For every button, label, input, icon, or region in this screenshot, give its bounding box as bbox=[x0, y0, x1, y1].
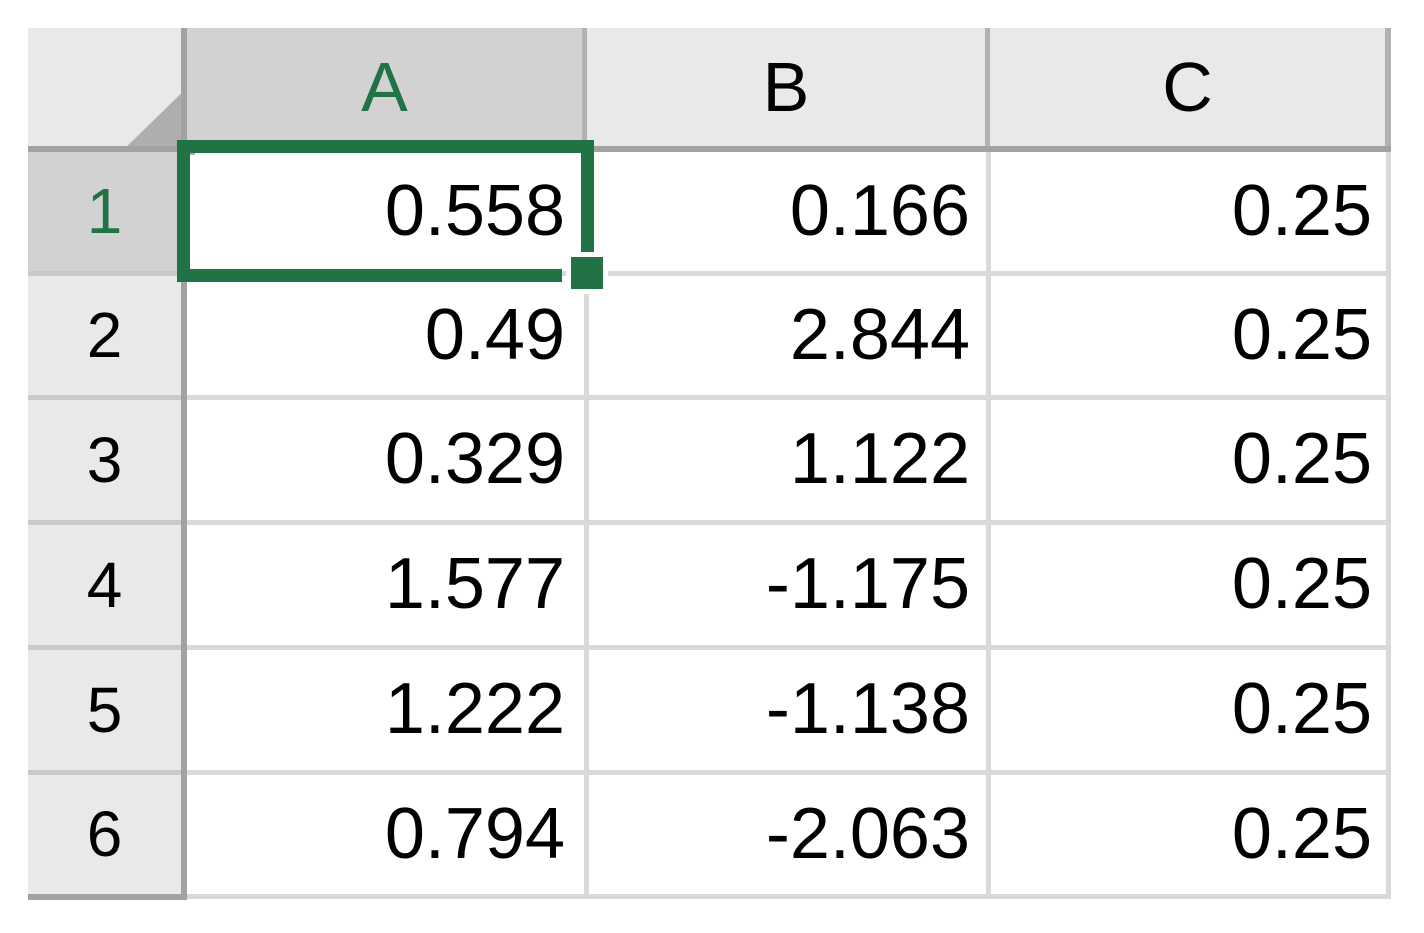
cell-A5[interactable]: 1.222 bbox=[384, 669, 565, 749]
row-header-5[interactable]: 5 bbox=[28, 650, 181, 770]
row-header-bottom-border bbox=[28, 894, 187, 900]
row-header-separator bbox=[28, 395, 181, 400]
row-header-6[interactable]: 6 bbox=[28, 775, 181, 894]
cell-A2[interactable]: 0.49 bbox=[424, 295, 565, 375]
row-header-2[interactable]: 2 bbox=[28, 276, 181, 395]
cell-B2[interactable]: 2.844 bbox=[789, 295, 970, 375]
selection-border-right bbox=[581, 140, 594, 252]
cell-C6[interactable]: 0.25 bbox=[1231, 794, 1372, 874]
selection-border-top bbox=[177, 140, 594, 153]
selection-border-bottom bbox=[177, 269, 562, 282]
gridline bbox=[986, 150, 991, 899]
gridline bbox=[584, 150, 589, 899]
row-header-separator bbox=[28, 520, 181, 525]
cell-A4[interactable]: 1.577 bbox=[384, 544, 565, 624]
gridline bbox=[186, 520, 1390, 525]
cell-B4[interactable]: -1.175 bbox=[765, 544, 970, 624]
row-header-separator bbox=[28, 271, 181, 276]
cell-A1[interactable]: 0.558 bbox=[384, 171, 565, 251]
row-header-4[interactable]: 4 bbox=[28, 525, 181, 645]
gridline bbox=[186, 770, 1390, 775]
row-header-3[interactable]: 3 bbox=[28, 400, 181, 520]
row-header-1[interactable]: 1 bbox=[28, 151, 181, 271]
column-header-separator bbox=[1385, 28, 1391, 146]
column-header-c[interactable]: C bbox=[990, 28, 1385, 146]
cell-C1[interactable]: 0.25 bbox=[1231, 171, 1372, 251]
column-header-separator bbox=[985, 28, 990, 146]
gridline bbox=[186, 894, 1390, 899]
cell-B3[interactable]: 1.122 bbox=[789, 419, 970, 499]
column-header-separator bbox=[582, 28, 587, 146]
selection-border-left bbox=[177, 140, 190, 282]
select-all-button[interactable] bbox=[28, 28, 195, 155]
column-header-b[interactable]: B bbox=[587, 28, 985, 146]
fill-handle[interactable] bbox=[566, 252, 608, 294]
column-header-a[interactable]: A bbox=[187, 28, 582, 146]
gridline bbox=[186, 395, 1390, 400]
cell-B5[interactable]: -1.138 bbox=[765, 669, 970, 749]
cell-B6[interactable]: -2.063 bbox=[765, 794, 970, 874]
cell-C2[interactable]: 0.25 bbox=[1231, 295, 1372, 375]
row-header-separator bbox=[28, 645, 181, 650]
cell-C4[interactable]: 0.25 bbox=[1231, 544, 1372, 624]
cell-A3[interactable]: 0.329 bbox=[384, 419, 565, 499]
gridline bbox=[186, 271, 1390, 276]
cell-B1[interactable]: 0.166 bbox=[789, 171, 970, 251]
row-header-separator bbox=[28, 770, 181, 775]
cell-A6[interactable]: 0.794 bbox=[384, 794, 565, 874]
cell-C3[interactable]: 0.25 bbox=[1231, 419, 1372, 499]
column-header-bottom-border bbox=[28, 146, 1391, 152]
gridline bbox=[1386, 150, 1391, 899]
gridline bbox=[186, 645, 1390, 650]
cell-C5[interactable]: 0.25 bbox=[1231, 669, 1372, 749]
row-header-right-border bbox=[181, 28, 187, 896]
